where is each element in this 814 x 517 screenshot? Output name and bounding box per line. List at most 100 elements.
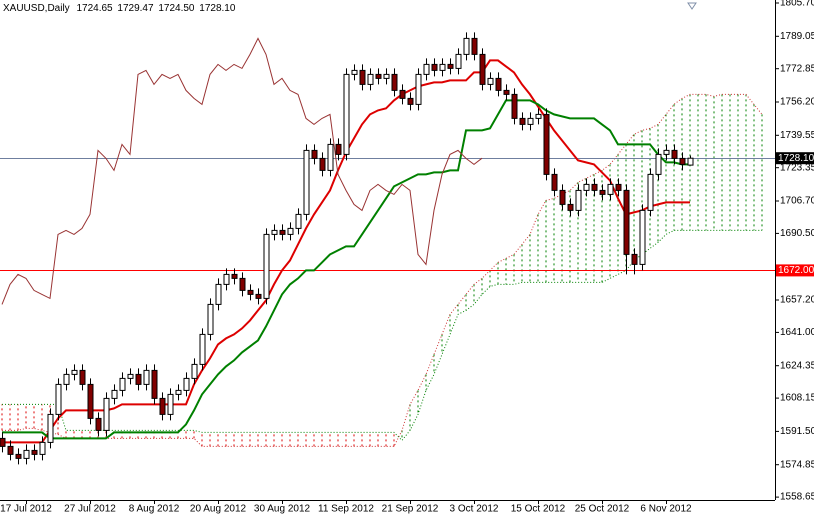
chart-shift-icon [687,2,697,10]
candle-body [231,273,238,279]
senkou-span-b [2,229,762,442]
candle-body [679,157,686,165]
candle-body [55,383,62,415]
candle-body [207,303,214,335]
candle-body [119,377,126,391]
candle-body [535,113,542,119]
y-tick-label: 1723.35 [780,162,814,173]
y-tick-label: 1591.50 [780,426,814,437]
chart-header: XAUUSD,Daily 1724.65 1729.47 1724.50 172… [3,3,236,14]
candle-body [71,369,78,375]
candle-body [303,149,310,215]
candle-body [455,53,462,69]
candle-body [687,157,694,166]
candle-body [311,149,318,159]
candle-body [39,441,46,455]
candle-body [295,213,302,229]
candle-body [399,89,406,99]
candle-body [47,413,54,443]
candle-body [0,437,6,447]
candle-body [519,117,526,125]
candle-body [343,73,350,155]
candle-body [375,73,382,79]
x-tick-label: 6 Nov 2012 [640,504,692,515]
candle-body [247,289,254,295]
candle-body [143,369,150,385]
candle-body [671,149,678,159]
candle-body [7,445,14,455]
candle-body [63,373,70,385]
price-level-tag [776,152,814,165]
y-tick-label: 1789.05 [780,31,814,42]
price-level-label: 1728.10 [778,153,814,164]
y-tick-label: 1624.35 [780,360,814,371]
candle-body [239,277,246,291]
candle-body [463,37,470,55]
candle-body [287,227,294,235]
candle-body [415,73,422,105]
candle-body [639,209,646,265]
candle-body [183,377,190,391]
candle-body [551,173,558,191]
y-tick-label: 1641.00 [780,327,814,338]
candle-body [111,389,118,399]
candle-body [503,89,510,95]
x-tick-label: 3 Oct 2012 [450,504,499,515]
x-tick-label: 20 Aug 2012 [190,504,247,515]
x-tick-label: 17 Jul 2012 [0,504,52,515]
candle-body [511,93,518,119]
candle-body [567,203,574,211]
indicator-line [1,37,483,305]
candle-body [31,449,38,455]
candle-body [327,143,334,171]
candle-body [391,73,398,91]
candle-body [255,293,262,299]
candle-body [615,183,622,191]
candle-body [487,77,494,85]
candle-body [495,77,502,91]
candle-body [199,333,206,365]
candle-body [15,453,22,459]
y-tick-label: 1558.65 [780,492,814,503]
candle-body [263,233,270,299]
header-low: 1724.50 [158,3,195,14]
y-tick-label: 1657.20 [780,295,814,306]
indicator-line [2,99,690,440]
y-tick-label: 1772.85 [780,63,814,74]
x-tick-label: 21 Sep 2012 [382,504,439,515]
price-level-tag [776,264,814,277]
candle-body [527,117,534,125]
candle-body [127,373,134,379]
candle-body [439,63,446,71]
candle-body [383,73,390,79]
x-tick-label: 27 Jul 2012 [64,504,116,515]
x-tick-label: 30 Aug 2012 [254,504,311,515]
candle-body [159,397,166,415]
candle-body [575,189,582,211]
candle-body [335,143,342,155]
x-tick-label: 15 Oct 2012 [511,504,566,515]
plot-area [0,32,775,465]
candle-body [175,389,182,395]
candle-body [559,189,566,205]
y-tick-label: 1706.70 [780,196,814,207]
candle-body [359,69,366,85]
candle-body [543,113,550,175]
candle-body [655,153,662,175]
y-tick-label: 1574.85 [780,459,814,470]
header-close: 1728.10 [199,3,236,14]
candle-body [351,69,358,75]
y-tick-label: 1739.55 [780,130,814,141]
candle-body [103,397,110,431]
candle-body [319,157,326,171]
candle-body [367,73,374,85]
candle-body [135,373,142,385]
x-tick-label: 25 Oct 2012 [575,504,630,515]
candle-body [663,149,670,155]
candle-body [599,189,606,195]
price-level-label: 1672.00 [778,265,814,276]
candle-body [631,253,638,265]
candle-body [223,273,230,285]
